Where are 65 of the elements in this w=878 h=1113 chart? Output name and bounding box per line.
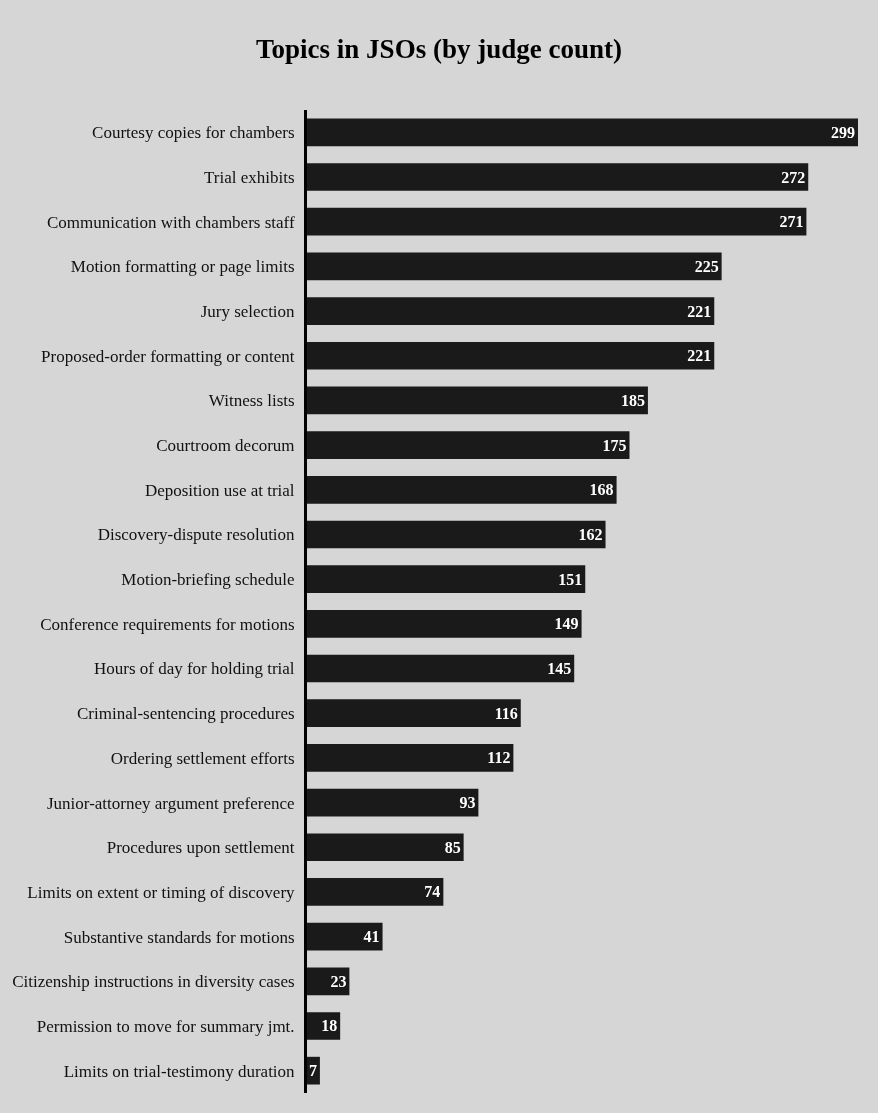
data-label: 149: [554, 615, 579, 633]
bar: [307, 386, 648, 415]
bar: [307, 609, 582, 638]
y-tick-label: Limits on extent or timing of discovery: [27, 882, 296, 902]
data-label: 18: [321, 1017, 338, 1035]
bar: [307, 252, 722, 281]
y-tick-label: Ordering settlement efforts: [110, 748, 295, 768]
data-label: 151: [558, 570, 583, 588]
data-label: 116: [494, 704, 518, 722]
bar: [307, 520, 606, 549]
y-tick-label: Motion-briefing schedule: [121, 570, 295, 590]
data-label: 145: [547, 660, 572, 678]
bar: [307, 297, 715, 325]
data-label: 185: [620, 391, 645, 409]
y-tick-label: Witness lists: [208, 391, 295, 411]
data-label: 221: [687, 302, 712, 320]
y-tick-label: Substantive standards for motions: [63, 927, 295, 947]
data-label: 93: [459, 794, 476, 812]
data-label: 41: [363, 928, 380, 946]
y-tick-label: Jury selection: [200, 302, 296, 322]
y-tick-label: Courtesy copies for chambers: [92, 123, 295, 143]
y-tick-label: Deposition use at trial: [144, 480, 295, 500]
bar: [307, 699, 521, 728]
bar: [307, 654, 575, 683]
y-tick-label: Permission to move for summary jmt.: [36, 1016, 295, 1036]
bar: [307, 207, 807, 236]
y-tick-label: Proposed-order formatting or content: [41, 346, 295, 366]
bar: [307, 118, 858, 147]
y-tick-label: Discovery-dispute resolution: [97, 525, 296, 545]
y-tick-label: Motion formatting or page limits: [70, 257, 295, 277]
chart-title: Topics in JSOs (by judge count): [256, 33, 622, 64]
bar: [307, 431, 630, 459]
bar: [307, 833, 464, 862]
bar: [307, 744, 514, 772]
y-tick-label: Communication with chambers staff: [47, 212, 295, 232]
bar: [307, 341, 715, 370]
data-label: 299: [831, 123, 855, 141]
y-tick-label: Hours of day for holding trial: [93, 659, 295, 679]
y-tick-label: Junior-attorney argument preference: [46, 793, 295, 813]
data-label: 175: [602, 436, 627, 454]
data-label: 23: [330, 972, 347, 990]
data-label: 162: [578, 525, 603, 543]
y-tick-label: Criminal-sentencing procedures: [76, 704, 295, 724]
bar: [307, 922, 383, 951]
y-tick-label: Limits on trial-testimony duration: [63, 1061, 296, 1081]
data-label: 7: [308, 1062, 317, 1080]
data-label: 271: [779, 213, 804, 231]
data-label: 168: [589, 481, 614, 499]
bar: [307, 475, 617, 504]
bar: [307, 565, 586, 594]
bar: [307, 878, 444, 906]
y-tick-label: Courtroom decorum: [156, 436, 295, 456]
data-label: 221: [687, 347, 712, 365]
y-tick-label: Citizenship instructions in diversity cases: [12, 972, 295, 992]
y-tick-label: Conference requirements for motions: [40, 614, 295, 634]
y-tick-label: Trial exhibits: [204, 167, 295, 187]
data-label: 272: [781, 168, 806, 186]
data-label: 225: [694, 257, 719, 275]
data-label: 112: [487, 749, 511, 767]
bar: [307, 163, 809, 191]
bar: [307, 967, 350, 996]
bar: [307, 788, 479, 817]
data-label: 85: [444, 838, 461, 856]
y-tick-label: Procedures upon settlement: [106, 838, 295, 858]
data-label: 74: [424, 883, 441, 901]
